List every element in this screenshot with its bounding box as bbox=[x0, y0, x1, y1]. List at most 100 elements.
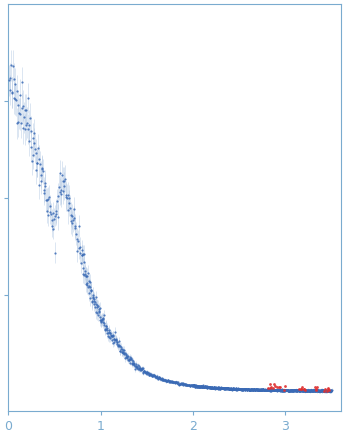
Point bbox=[86, 284, 91, 291]
Point bbox=[211, 384, 217, 391]
Point bbox=[235, 385, 240, 392]
Point bbox=[301, 387, 307, 394]
Point bbox=[95, 303, 100, 310]
Point bbox=[82, 271, 88, 277]
Point bbox=[46, 193, 52, 200]
Point bbox=[176, 380, 181, 387]
Point bbox=[116, 343, 121, 350]
Point bbox=[160, 376, 165, 383]
Point bbox=[35, 144, 41, 151]
Point bbox=[258, 387, 263, 394]
Point bbox=[271, 381, 276, 388]
Point bbox=[276, 387, 282, 394]
Point bbox=[64, 194, 70, 201]
Point bbox=[253, 386, 258, 393]
Point bbox=[13, 96, 18, 103]
Point bbox=[251, 386, 257, 393]
Point bbox=[210, 384, 215, 391]
Point bbox=[9, 89, 14, 96]
Point bbox=[268, 383, 274, 390]
Point bbox=[269, 387, 275, 394]
Point bbox=[217, 385, 223, 392]
Point bbox=[313, 385, 319, 392]
Point bbox=[225, 385, 231, 392]
Point bbox=[265, 387, 270, 394]
Point bbox=[177, 381, 182, 388]
Point bbox=[190, 382, 196, 388]
Point bbox=[227, 385, 233, 392]
Point bbox=[294, 387, 300, 394]
Point bbox=[214, 384, 220, 391]
Point bbox=[284, 387, 289, 394]
Point bbox=[80, 264, 85, 271]
Point bbox=[286, 387, 292, 394]
Point bbox=[126, 356, 131, 363]
Point bbox=[303, 387, 308, 394]
Point bbox=[118, 343, 124, 350]
Point bbox=[260, 386, 266, 393]
Point bbox=[278, 387, 284, 394]
Point bbox=[268, 386, 273, 393]
Point bbox=[210, 384, 216, 391]
Point bbox=[320, 387, 326, 394]
Point bbox=[316, 387, 321, 394]
Point bbox=[128, 359, 133, 366]
Point bbox=[294, 387, 300, 394]
Point bbox=[147, 370, 152, 377]
Point bbox=[207, 383, 212, 390]
Point bbox=[301, 385, 306, 392]
Point bbox=[216, 385, 221, 392]
Point bbox=[228, 385, 234, 392]
Point bbox=[253, 386, 259, 393]
Point bbox=[96, 309, 102, 316]
Point bbox=[211, 384, 217, 391]
Point bbox=[288, 387, 293, 394]
Point bbox=[79, 251, 85, 258]
Point bbox=[299, 387, 304, 394]
Point bbox=[200, 383, 205, 390]
Point bbox=[310, 386, 315, 393]
Point bbox=[272, 386, 277, 393]
Point bbox=[131, 362, 137, 369]
Point bbox=[308, 387, 314, 394]
Point bbox=[153, 373, 158, 380]
Point bbox=[189, 381, 195, 388]
Point bbox=[94, 302, 99, 309]
Point bbox=[111, 339, 116, 346]
Point bbox=[118, 346, 124, 353]
Point bbox=[233, 385, 238, 392]
Point bbox=[83, 272, 89, 279]
Point bbox=[207, 384, 213, 391]
Point bbox=[286, 386, 292, 393]
Point bbox=[218, 385, 224, 392]
Point bbox=[272, 386, 277, 393]
Point bbox=[232, 385, 237, 392]
Point bbox=[289, 387, 295, 394]
Point bbox=[172, 379, 178, 386]
Point bbox=[87, 279, 93, 286]
Point bbox=[234, 385, 239, 392]
Point bbox=[218, 385, 223, 392]
Point bbox=[43, 196, 49, 203]
Point bbox=[203, 383, 208, 390]
Point bbox=[189, 382, 194, 389]
Point bbox=[192, 383, 197, 390]
Point bbox=[313, 388, 318, 395]
Point bbox=[311, 387, 317, 394]
Point bbox=[81, 259, 87, 266]
Point bbox=[316, 387, 322, 394]
Point bbox=[48, 211, 54, 218]
Point bbox=[209, 384, 214, 391]
Point bbox=[105, 329, 110, 336]
Point bbox=[300, 387, 306, 394]
Point bbox=[200, 382, 206, 389]
Point bbox=[129, 361, 135, 368]
Point bbox=[53, 210, 59, 217]
Point bbox=[49, 222, 54, 229]
Point bbox=[226, 385, 231, 392]
Point bbox=[35, 159, 40, 166]
Point bbox=[197, 383, 203, 390]
Point bbox=[47, 209, 52, 216]
Point bbox=[194, 382, 199, 389]
Point bbox=[144, 370, 150, 377]
